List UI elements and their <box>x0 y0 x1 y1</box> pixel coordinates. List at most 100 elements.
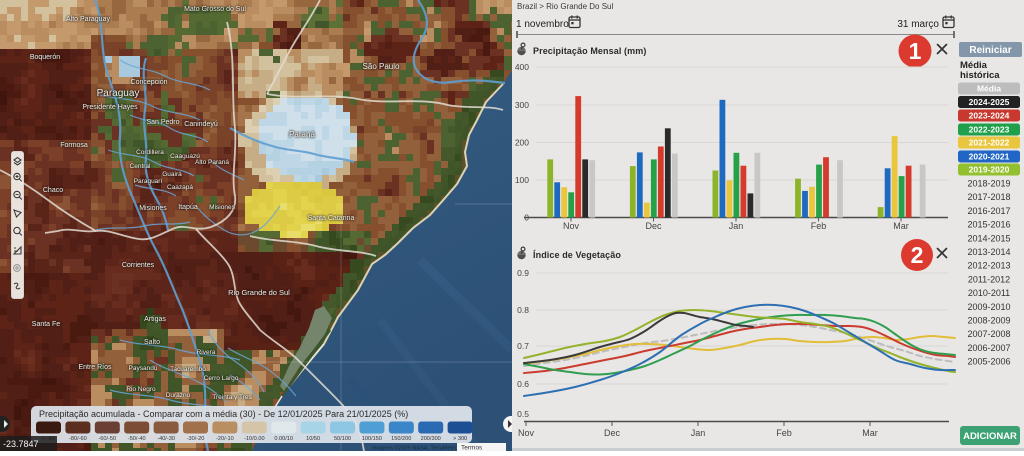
svg-text:2011-2012: 2011-2012 <box>968 274 1010 284</box>
svg-text:2006-2007: 2006-2007 <box>967 343 1010 353</box>
svg-text:0.6: 0.6 <box>517 379 529 389</box>
svg-text:Mato Grosso do Sul: Mato Grosso do Sul <box>184 6 246 13</box>
svg-text:Índice de Vegetação: Índice de Vegetação <box>533 250 621 260</box>
svg-text:10/50: 10/50 <box>306 436 320 442</box>
svg-text:Alto Paraguay: Alto Paraguay <box>66 16 110 23</box>
svg-text:Rivera: Rivera <box>197 349 216 356</box>
svg-text:Presidente Hayes: Presidente Hayes <box>82 104 138 111</box>
svg-text:2005-2006: 2005-2006 <box>967 357 1010 367</box>
svg-text:2016-2017: 2016-2017 <box>967 206 1010 216</box>
svg-text:Canindeyú: Canindeyú <box>184 121 218 128</box>
svg-text:Caaguazú: Caaguazú <box>170 153 200 160</box>
svg-text:1 novembro: 1 novembro <box>516 19 569 30</box>
svg-text:0.9: 0.9 <box>517 268 529 278</box>
svg-text:100/150: 100/150 <box>362 436 382 442</box>
svg-text:ADICIONAR: ADICIONAR <box>963 431 1017 442</box>
svg-text:2015-2016: 2015-2016 <box>967 220 1010 230</box>
svg-text:100: 100 <box>515 175 529 185</box>
svg-text:Rio Grande do Sul: Rio Grande do Sul <box>228 288 290 297</box>
svg-text:Jan: Jan <box>729 221 744 231</box>
svg-text:Formosa: Formosa <box>60 142 88 149</box>
svg-text:Precipitação Mensal (mm): Precipitação Mensal (mm) <box>533 46 646 56</box>
svg-text:Precipitação acumulada - Compa: Precipitação acumulada - Comparar com a … <box>39 409 408 419</box>
svg-text:histórica: histórica <box>960 70 1000 81</box>
svg-text:Santa Fe: Santa Fe <box>32 321 61 328</box>
svg-text:Paraguay: Paraguay <box>97 88 140 99</box>
svg-text:2024-2025: 2024-2025 <box>969 97 1010 107</box>
svg-text:2023-2024: 2023-2024 <box>969 111 1010 121</box>
svg-text:Média: Média <box>977 84 1001 94</box>
svg-text:-40/-30: -40/-30 <box>157 436 175 442</box>
svg-text:300: 300 <box>515 100 529 110</box>
svg-text:Feb: Feb <box>776 428 792 438</box>
svg-text:2014-2015: 2014-2015 <box>967 233 1010 243</box>
svg-text:2007-2008: 2007-2008 <box>967 329 1010 339</box>
svg-text:-50/-40: -50/-40 <box>128 436 146 442</box>
svg-text:Feb: Feb <box>811 221 827 231</box>
svg-text:Dec: Dec <box>604 428 621 438</box>
svg-text:2009-2010: 2009-2010 <box>967 302 1010 312</box>
svg-text:-30/-20: -30/-20 <box>187 436 205 442</box>
svg-text:Jan: Jan <box>691 428 706 438</box>
svg-text:Paraguarí: Paraguarí <box>134 178 163 185</box>
svg-text:Boquerón: Boquerón <box>30 54 60 61</box>
svg-text:0.7: 0.7 <box>517 341 529 351</box>
svg-text:São Paulo: São Paulo <box>363 62 400 71</box>
svg-text:0.00/10: 0.00/10 <box>274 436 293 442</box>
svg-text:Corrientes: Corrientes <box>122 262 155 269</box>
svg-text:-10/0.00: -10/0.00 <box>244 436 265 442</box>
svg-text:2012-2013: 2012-2013 <box>967 261 1010 271</box>
svg-text:2: 2 <box>911 242 924 268</box>
svg-text:2008-2009: 2008-2009 <box>967 316 1010 326</box>
svg-text:Mar: Mar <box>862 428 878 438</box>
svg-text:Paraná: Paraná <box>289 130 315 139</box>
svg-text:Brazil > Rio Grande Do Sul: Brazil > Rio Grande Do Sul <box>517 2 613 11</box>
svg-text:Cordillera: Cordillera <box>136 149 164 156</box>
svg-text:Salto: Salto <box>144 339 160 346</box>
svg-text:Treinta y Tres: Treinta y Tres <box>212 394 252 401</box>
svg-text:400: 400 <box>515 62 529 72</box>
svg-text:Rio Negro: Rio Negro <box>126 386 156 393</box>
svg-text:Guairá: Guairá <box>162 171 182 178</box>
svg-text:Alto Paraná: Alto Paraná <box>195 159 229 166</box>
svg-text:-23.7847: -23.7847 <box>3 439 39 449</box>
svg-text:Durazno: Durazno <box>166 392 191 399</box>
svg-text:Itapúa: Itapúa <box>178 204 198 211</box>
svg-text:Misiones: Misiones <box>209 204 235 211</box>
svg-text:Cerro Largo: Cerro Largo <box>204 375 239 382</box>
svg-text:Concepción: Concepción <box>131 79 168 86</box>
svg-text:150/200: 150/200 <box>391 436 411 442</box>
svg-text:Tacuarembó: Tacuarembó <box>170 366 206 373</box>
svg-text:2022-2023: 2022-2023 <box>969 125 1010 135</box>
svg-text:0.5: 0.5 <box>517 409 529 419</box>
svg-text:Entre Ríos: Entre Ríos <box>78 364 112 371</box>
svg-text:Misiones: Misiones <box>139 205 167 212</box>
svg-text:200: 200 <box>515 138 529 148</box>
svg-text:Dec: Dec <box>645 221 662 231</box>
svg-text:Mar: Mar <box>893 221 909 231</box>
svg-text:Caazapá: Caazapá <box>167 184 193 191</box>
svg-text:Nov: Nov <box>518 428 535 438</box>
svg-text:2018-2019: 2018-2019 <box>967 179 1010 189</box>
svg-text:Reiniciar: Reiniciar <box>969 45 1011 56</box>
svg-text:San Pedro: San Pedro <box>146 119 179 126</box>
svg-text:Santa Catarina: Santa Catarina <box>308 215 355 222</box>
svg-text:0.8: 0.8 <box>517 305 529 315</box>
svg-text:2021-2022: 2021-2022 <box>969 138 1010 148</box>
svg-text:Paysandú: Paysandú <box>129 365 158 372</box>
svg-text:Central: Central <box>130 163 152 170</box>
svg-text:-60/-50: -60/-50 <box>98 436 116 442</box>
svg-text:2017-2018: 2017-2018 <box>967 192 1010 202</box>
svg-text:Nov: Nov <box>563 221 580 231</box>
svg-text:31 março: 31 março <box>897 19 939 30</box>
svg-text:50/100: 50/100 <box>334 436 351 442</box>
svg-text:-80/-60: -80/-60 <box>69 436 87 442</box>
svg-text:Chaco: Chaco <box>43 187 63 194</box>
svg-text:-20/-10: -20/-10 <box>216 436 234 442</box>
svg-text:Artigas: Artigas <box>144 316 166 323</box>
svg-text:200/300: 200/300 <box>421 436 441 442</box>
svg-text:2019-2020: 2019-2020 <box>969 165 1010 175</box>
svg-text:Termos: Termos <box>461 445 483 452</box>
svg-text:Imagens ©2025 NASA, TerraMetri: Imagens ©2025 NASA, TerraMetrics <box>372 445 461 452</box>
svg-text:> 300: > 300 <box>453 436 467 442</box>
